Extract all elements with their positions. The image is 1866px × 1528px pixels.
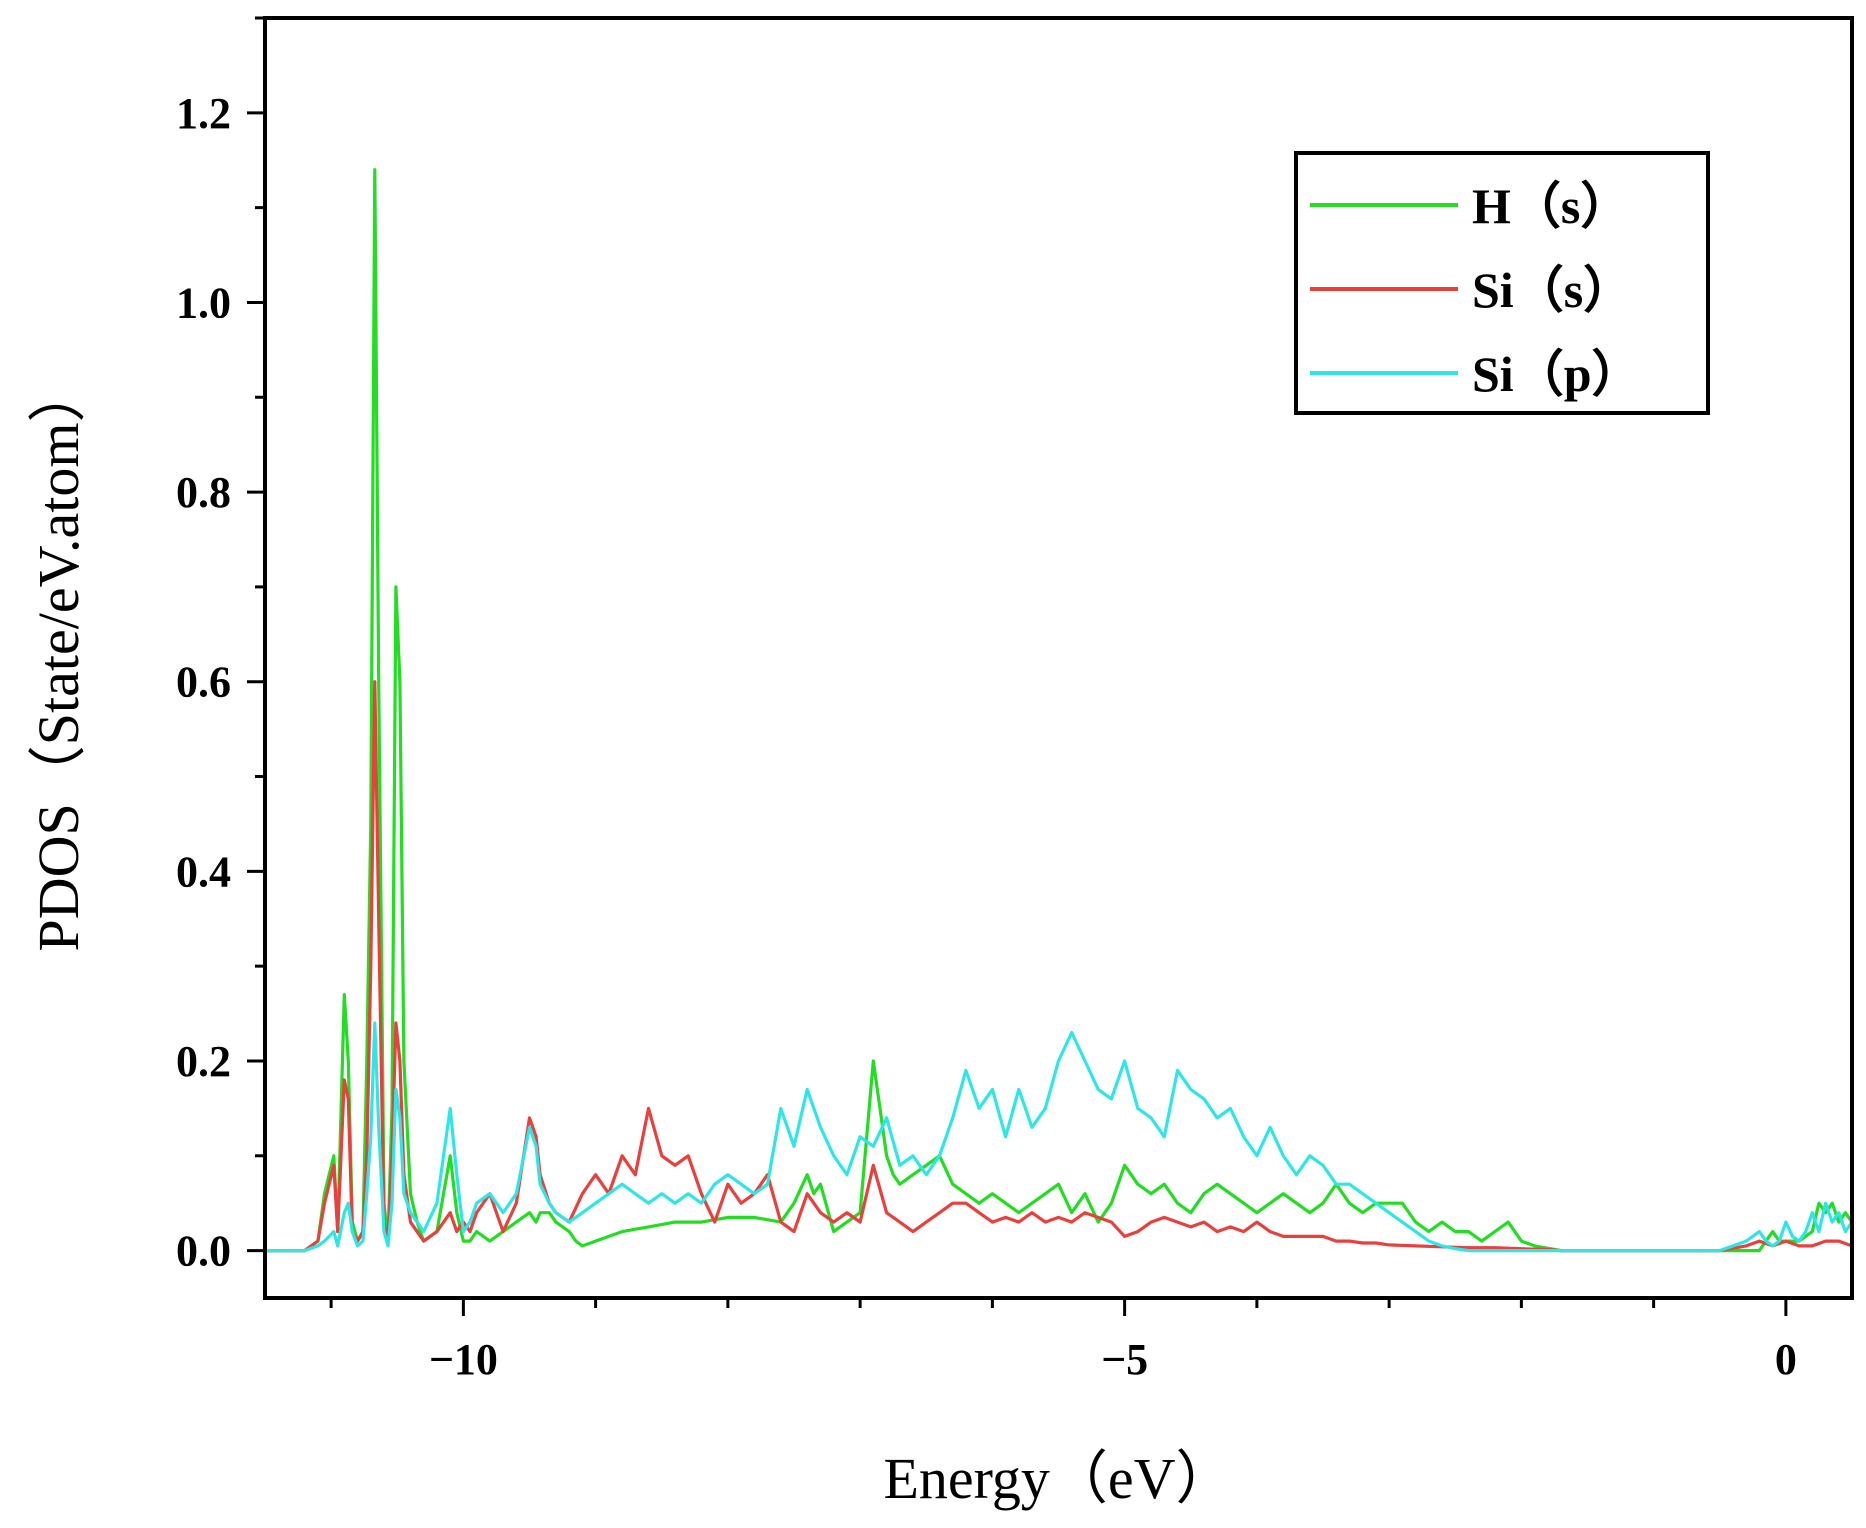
series-line-2 xyxy=(265,1021,1852,1253)
y-tick-label: 1.2 xyxy=(176,89,231,138)
x-tick-label: −5 xyxy=(1101,1335,1148,1384)
legend: H（s） Si（s） Si（p） xyxy=(1294,151,1710,415)
legend-label: Si（p） xyxy=(1472,346,1642,402)
series-line-0 xyxy=(265,168,1852,1253)
y-tick-label: 0.4 xyxy=(176,847,231,896)
legend-box xyxy=(1294,151,1710,415)
y-axis-title: PDOS（State/eV.atom） xyxy=(26,365,91,952)
legend-label: H（s） xyxy=(1472,178,1630,234)
y-axis: 0.0 0.2 0.4 0.6 0.8 1.0 1.2 xyxy=(176,16,265,1276)
x-tick-label: 0 xyxy=(1775,1335,1797,1384)
series-layer xyxy=(265,168,1852,1253)
y-tick-label: 0.0 xyxy=(176,1227,231,1276)
series-line-1 xyxy=(265,680,1852,1253)
plot-frame xyxy=(263,16,1854,1300)
x-axis-title: Energy（eV） xyxy=(883,1446,1233,1511)
x-tick-label: −10 xyxy=(429,1335,498,1384)
y-tick-label: 0.2 xyxy=(176,1037,231,1086)
y-tick-label: 1.0 xyxy=(176,278,231,327)
legend-label: Si（s） xyxy=(1472,262,1633,318)
x-axis: −10 −5 0 xyxy=(329,1298,1797,1384)
y-tick-label: 0.6 xyxy=(176,658,231,707)
y-tick-label: 0.8 xyxy=(176,468,231,517)
